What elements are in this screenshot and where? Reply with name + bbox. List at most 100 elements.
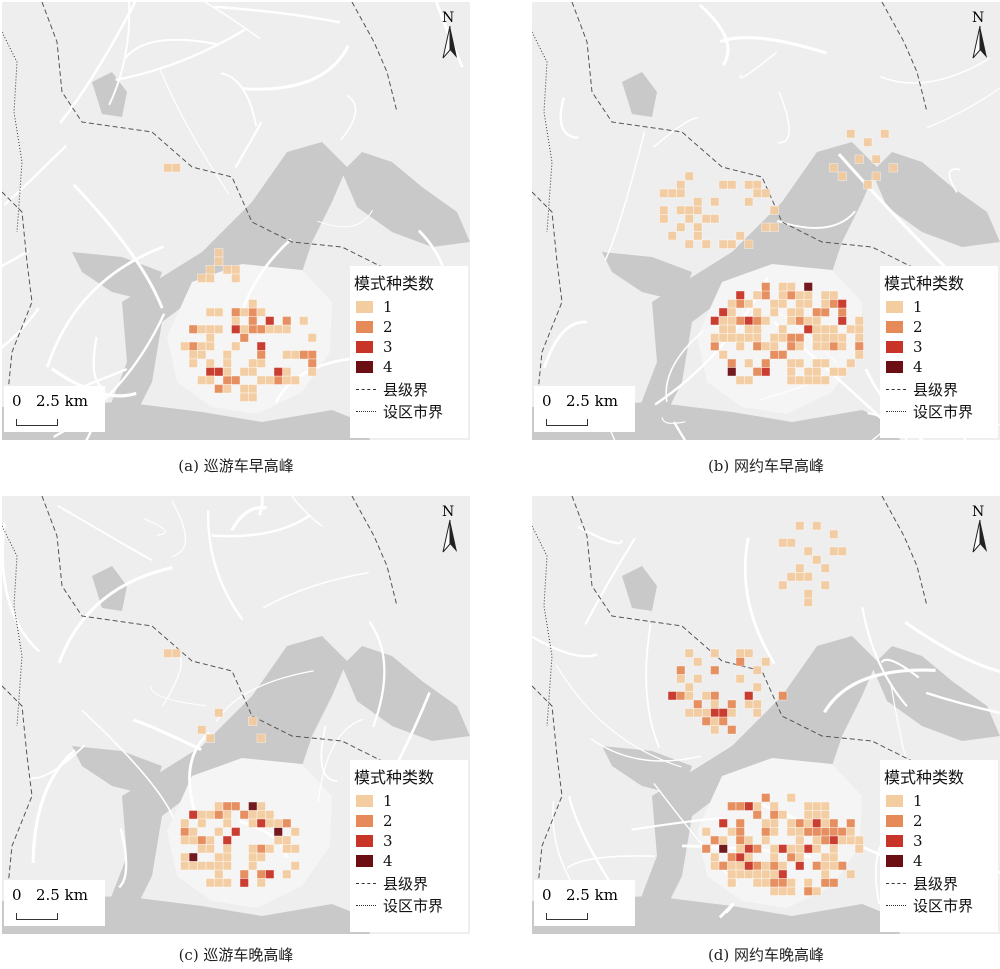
water-body: [627, 142, 877, 440]
county-boundary: [351, 2, 398, 113]
water-body: [622, 72, 657, 117]
grid-cell: [727, 324, 737, 334]
grid-cell: [693, 699, 703, 709]
road: [262, 571, 369, 609]
scale-bar: 0 2.5 km: [534, 386, 635, 432]
grid-cell: [778, 844, 788, 854]
grid-cell: [676, 691, 686, 701]
grid-cell: [846, 358, 856, 368]
legend-item: 4: [886, 852, 923, 870]
grid-cell: [248, 392, 258, 402]
grid-cell: [829, 818, 839, 828]
grid-cell: [803, 367, 813, 377]
grid-cell: [769, 861, 779, 871]
grid-cell: [820, 827, 830, 837]
grid-cell: [752, 708, 762, 718]
road: [2, 249, 30, 268]
road: [665, 330, 704, 403]
grid-cell: [290, 350, 300, 360]
scale-bar: 0 2.5 km: [534, 880, 635, 926]
grid-cell: [778, 350, 788, 360]
grid-cell: [256, 341, 266, 351]
road: [584, 537, 636, 625]
legend: 模式种类数 1 2 3 4 县级界 设区市界: [350, 266, 468, 438]
grid-cell: [718, 180, 728, 190]
legend-title: 模式种类数: [354, 274, 435, 293]
grid-cell: [239, 878, 249, 888]
grid-cell: [795, 358, 805, 368]
grid-cell: [820, 299, 830, 309]
grid-cell: [795, 299, 805, 309]
grid-cell: [812, 358, 822, 368]
water-body: [342, 646, 470, 741]
grid-cell: [222, 852, 232, 862]
grid-cell: [197, 341, 207, 351]
grid-cell: [282, 375, 292, 385]
grid-cell: [163, 648, 173, 658]
grid-cell: [820, 358, 830, 368]
grid-cell: [282, 835, 292, 845]
grid-cell: [837, 861, 847, 871]
grid-cell: [693, 205, 703, 215]
road: [274, 357, 350, 404]
grid-cell: [710, 648, 720, 658]
grid-cell: [795, 563, 805, 573]
grid-cell: [710, 665, 720, 675]
grid-cell: [752, 699, 762, 709]
grid-cell: [248, 810, 258, 820]
road: [211, 513, 312, 538]
grid-cell: [222, 835, 232, 845]
grid-cell: [812, 801, 822, 811]
grid-cell: [282, 367, 292, 377]
grid-cell: [197, 810, 207, 820]
grid-cell: [256, 801, 266, 811]
grid-cell: [197, 835, 207, 845]
legend-county-boundary: 县级界: [886, 874, 958, 893]
grid-cell: [795, 861, 805, 871]
grid-cell: [222, 367, 232, 377]
grid-cell: [863, 137, 873, 147]
legend-title: 模式种类数: [884, 274, 965, 293]
grid-cell: [718, 333, 728, 343]
legend-item: 2: [356, 318, 393, 336]
grid-cell: [684, 682, 694, 692]
grid-cell: [273, 835, 283, 845]
grid-cell: [248, 861, 258, 871]
grid-cell: [188, 358, 198, 368]
grid-cell: [701, 716, 711, 726]
grid-cell: [239, 384, 249, 394]
caption-d: (d) 网约车晚高峰: [707, 946, 825, 964]
grid-cell: [265, 810, 275, 820]
grid-cell: [710, 333, 720, 343]
grid-cell: [761, 341, 771, 351]
grid-cell: [239, 810, 249, 820]
grid-cell: [854, 333, 864, 343]
grid-cell: [684, 171, 694, 181]
grid-cell: [693, 197, 703, 207]
grid-cell: [180, 835, 190, 845]
grid-cell: [744, 801, 754, 811]
grid-cell: [829, 827, 839, 837]
grid-cell: [820, 835, 830, 845]
grid-cell: [795, 333, 805, 343]
grid-cell: [837, 171, 847, 181]
legend-item: 3: [356, 832, 393, 850]
grid-cell: [282, 316, 292, 326]
road: [532, 635, 598, 658]
grid-cell: [778, 886, 788, 896]
water-body: [602, 746, 692, 796]
grid-cell: [205, 733, 215, 743]
grid-cell: [188, 852, 198, 862]
north-label: N: [442, 504, 455, 520]
grid-cell: [820, 801, 830, 811]
grid-cell: [718, 716, 728, 726]
grid-cell: [795, 572, 805, 582]
water-body: [72, 252, 162, 302]
road: [239, 820, 288, 858]
legend-item: 2: [886, 812, 923, 830]
grid-cell: [846, 324, 856, 334]
grid-cell: [727, 708, 737, 718]
grid-cell: [290, 861, 300, 871]
grid-cell: [290, 375, 300, 385]
water-body: [872, 152, 1000, 247]
